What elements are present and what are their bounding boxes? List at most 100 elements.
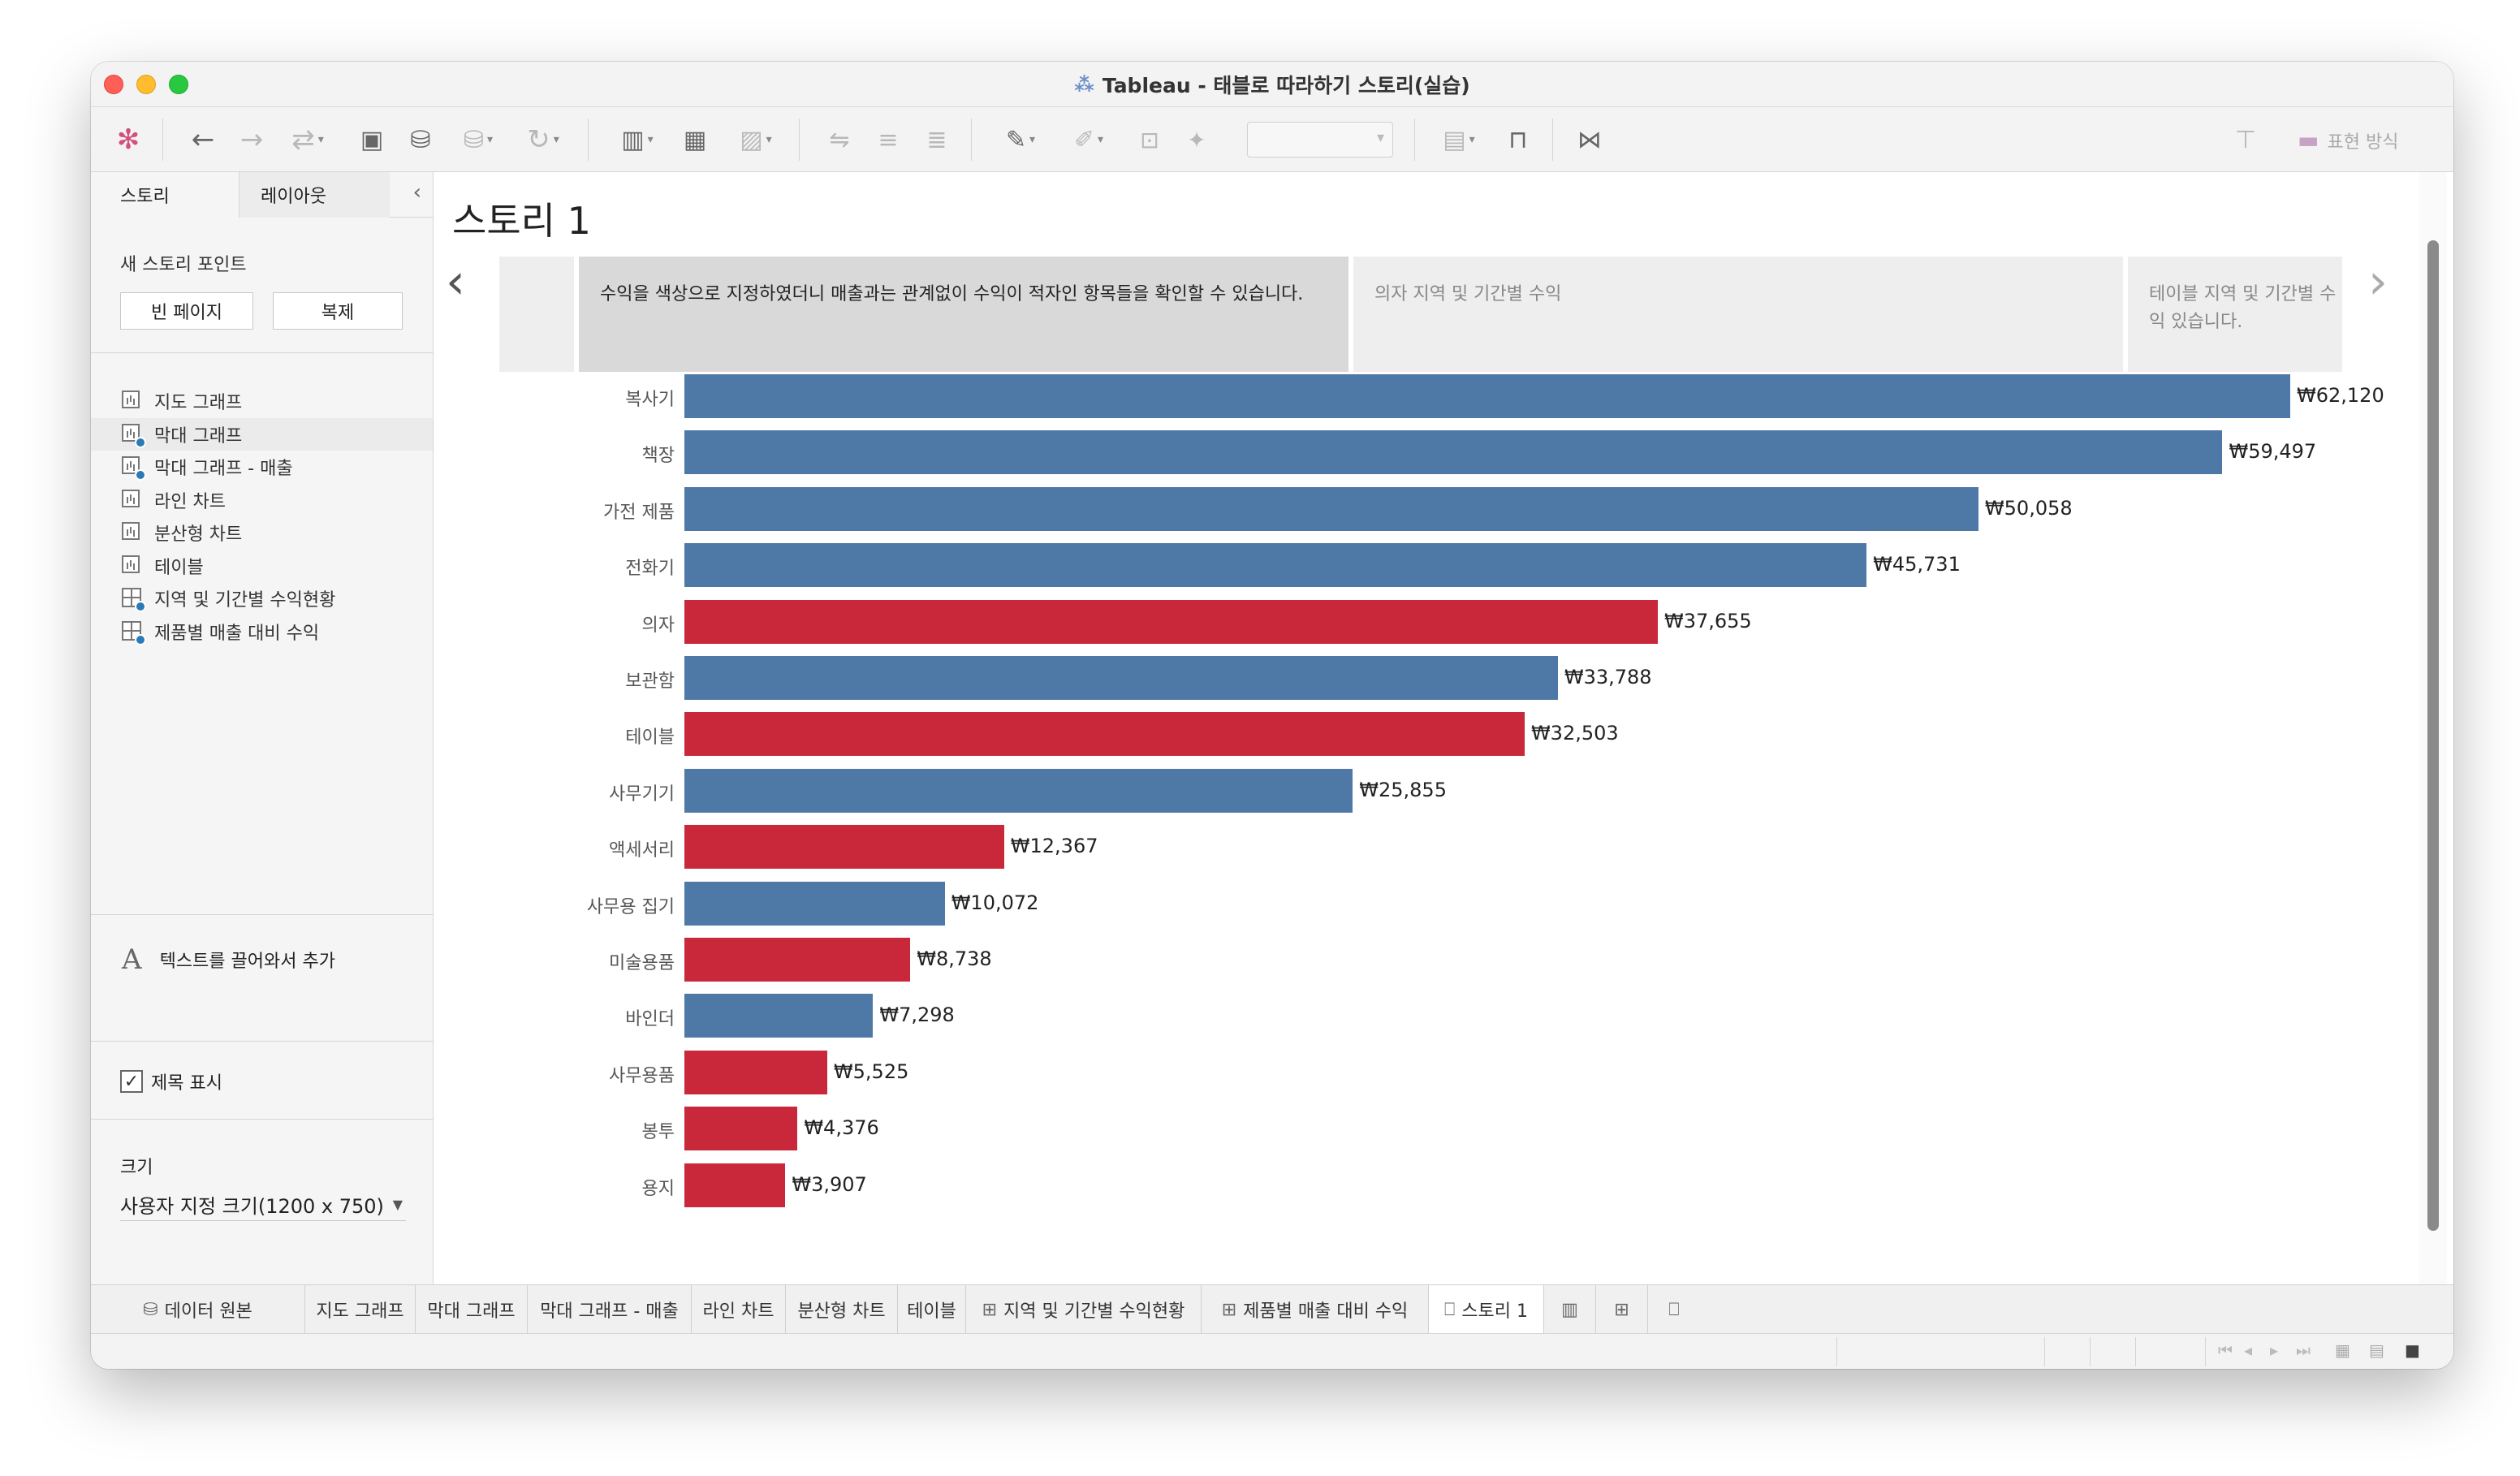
category-label: 의자 xyxy=(641,615,675,636)
tab-dashboard[interactable]: ⊞ 제품별 매출 대비 수익 xyxy=(1202,1285,1429,1334)
new-dashboard-tab-button[interactable]: ⊞ xyxy=(1596,1285,1648,1334)
duplicate-button[interactable]: 복제 xyxy=(273,292,403,330)
close-window-button[interactable] xyxy=(104,75,123,94)
add-datasource-icon[interactable]: ⛁ xyxy=(410,125,431,154)
scrollbar-thumb[interactable] xyxy=(2427,240,2439,1231)
story-point[interactable]: 의자 지역 및 기간별 수익 xyxy=(1353,257,2123,372)
sheet-item[interactable]: 분산형 차트 xyxy=(91,516,433,550)
story-canvas: 스토리 1 ‹ 수익을 색상으로 지정하였더니 매출과는 관계없이 수익이 적자… xyxy=(434,172,2415,1284)
blank-button[interactable]: 빈 페이지 xyxy=(120,292,253,330)
vertical-scrollbar[interactable] xyxy=(2419,172,2447,1284)
tabs-view-icon[interactable]: ■ xyxy=(2405,1340,2420,1360)
group-members-icon[interactable]: ✐ ▾ xyxy=(1073,125,1104,154)
sheet-item[interactable]: 막대 그래프 xyxy=(91,417,433,451)
bar[interactable] xyxy=(684,430,2223,475)
sheet-item[interactable]: 테이블 xyxy=(91,550,433,583)
tab-story-active[interactable]: ⎕ 스토리 1 xyxy=(1429,1285,1544,1334)
minimize-window-button[interactable] xyxy=(136,75,156,94)
last-page-icon[interactable]: ⏭ xyxy=(2296,1340,2311,1360)
prev-page-icon[interactable]: ◂ xyxy=(2244,1340,2253,1360)
zoom-window-button[interactable] xyxy=(169,75,188,94)
bar[interactable] xyxy=(684,938,911,982)
bar[interactable] xyxy=(684,374,2290,418)
replay-icon[interactable]: ⇄ ▾ xyxy=(291,123,324,156)
pause-updates-icon[interactable]: ⛁ ▾ xyxy=(463,125,494,154)
clear-sheet-icon[interactable]: ▨ ▾ xyxy=(740,125,772,154)
show-labels-icon[interactable]: ⊡ xyxy=(1140,126,1159,153)
grid-view-icon[interactable]: ▦ xyxy=(2335,1340,2350,1360)
next-page-icon[interactable]: ▸ xyxy=(2270,1340,2279,1360)
bar[interactable] xyxy=(684,1050,827,1094)
tab-layout[interactable]: 레이아웃 xyxy=(239,172,390,218)
fix-axes-icon[interactable]: ✦ xyxy=(1187,126,1206,153)
collapse-sidebar-icon[interactable]: ‹ xyxy=(412,180,421,205)
show-me-button[interactable]: ▬ 표현 방식 xyxy=(2298,127,2398,153)
sheet-item[interactable]: 지도 그래프 xyxy=(91,385,433,418)
checkbox-checked-icon: ✓ xyxy=(120,1070,143,1093)
profit-bar-chart: 복사기 ₩62,120 책장 ₩59,497 가전 제품 ₩50,058 전화기 ₩45,73… xyxy=(434,374,2415,1284)
filmstrip-view-icon[interactable]: ▤ xyxy=(2369,1340,2384,1360)
bar[interactable] xyxy=(684,1107,798,1151)
refresh-icon[interactable]: ↻ ▾ xyxy=(527,123,559,156)
new-worksheet-icon[interactable]: ▥ ▾ xyxy=(621,125,654,154)
story-point-active[interactable]: 수익을 색상으로 지정하였더니 매출과는 관계없이 수익이 적자인 항목들을 확… xyxy=(579,257,1348,372)
bar[interactable] xyxy=(684,486,1978,531)
show-title-checkbox[interactable]: ✓ 제목 표시 xyxy=(120,1068,222,1094)
bar[interactable] xyxy=(684,1163,786,1207)
bar[interactable] xyxy=(684,994,874,1038)
value-label: ₩37,655 xyxy=(1663,609,1752,632)
sheet-item[interactable]: 제품별 매출 대비 수익 xyxy=(91,615,433,649)
check-badge-icon xyxy=(135,469,146,481)
redo-icon[interactable]: → xyxy=(239,123,264,156)
sheet-item[interactable]: 라인 차트 xyxy=(91,484,433,517)
bar[interactable] xyxy=(684,712,1525,757)
bar[interactable] xyxy=(684,599,1658,644)
save-icon[interactable]: ▣ xyxy=(360,125,384,154)
presentation-mode-icon[interactable]: ⊓ xyxy=(1508,125,1528,154)
sort-ascending-icon[interactable]: ≡ xyxy=(878,125,899,154)
tableau-home-icon[interactable]: ✻ xyxy=(116,123,140,156)
check-badge-icon xyxy=(135,633,146,645)
sheet-tabs-bar: ⛁ 데이터 원본 지도 그래프 막대 그래프 막대 그래프 - 매출 라인 차트 … xyxy=(91,1284,2453,1334)
tab-sheet[interactable]: 테이블 xyxy=(898,1285,966,1334)
size-select[interactable]: 사용자 지정 크기(1200 x 750) ▼ xyxy=(120,1189,406,1221)
tab-story[interactable]: 스토리 xyxy=(91,172,239,218)
sheet-item-label: 분산형 차트 xyxy=(154,524,243,546)
duplicate-sheet-icon[interactable]: ▦ xyxy=(683,125,707,154)
chevron-right-icon[interactable]: › xyxy=(2368,253,2388,310)
highlight-icon[interactable]: ✎ ▾ xyxy=(1005,125,1036,154)
story-point-prev[interactable] xyxy=(499,257,574,372)
sheet-item-label: 라인 차트 xyxy=(154,491,226,512)
tab-sheet[interactable]: 분산형 차트 xyxy=(786,1285,898,1334)
tab-sheet[interactable]: 지도 그래프 xyxy=(305,1285,416,1334)
bar[interactable] xyxy=(684,768,1353,813)
tab-sheet[interactable]: 막대 그래프 xyxy=(416,1285,528,1334)
show-cards-icon[interactable]: ▤ ▾ xyxy=(1443,125,1475,154)
check-badge-icon xyxy=(135,601,146,613)
value-label: ₩33,788 xyxy=(1564,666,1652,688)
tab-dashboard[interactable]: ⊞ 지역 및 기간별 수익현황 xyxy=(966,1285,1202,1334)
sheet-item[interactable]: 막대 그래프 - 매출 xyxy=(91,451,433,484)
chevron-left-icon[interactable]: ‹ xyxy=(446,253,465,310)
sort-descending-icon[interactable]: ≣ xyxy=(926,125,947,154)
story-point[interactable]: 테이블 지역 및 기간별 수익 있습니다. xyxy=(2128,257,2342,372)
bar[interactable] xyxy=(684,881,945,926)
bar[interactable] xyxy=(684,656,1558,700)
undo-icon[interactable]: ← xyxy=(191,123,215,156)
category-label: 복사기 xyxy=(625,390,675,410)
new-worksheet-tab-button[interactable]: ▥ xyxy=(1544,1285,1596,1334)
tab-datasource[interactable]: ⛁ 데이터 원본 xyxy=(91,1285,305,1334)
sheet-item[interactable]: 지역 및 기간별 수익현황 xyxy=(91,582,433,615)
bar[interactable] xyxy=(684,543,1867,588)
tab-sheet[interactable]: 라인 차트 xyxy=(692,1285,786,1334)
drag-text-object[interactable]: A 텍스트를 끌어와서 추가 xyxy=(122,943,335,976)
share-icon[interactable]: ⋈ xyxy=(1577,125,1602,154)
story-title[interactable]: 스토리 1 xyxy=(452,199,591,243)
new-story-tab-button[interactable]: ⎕ xyxy=(1648,1285,1700,1334)
tab-sheet[interactable]: 막대 그래프 - 매출 xyxy=(528,1285,692,1334)
swap-axes-icon[interactable]: ⇋ xyxy=(829,125,850,154)
bar[interactable] xyxy=(684,825,1004,870)
format-painter-icon[interactable]: ⊤ xyxy=(2234,125,2257,154)
first-page-icon[interactable]: ⏮ xyxy=(2218,1340,2233,1360)
fit-dropdown[interactable] xyxy=(1247,122,1393,158)
